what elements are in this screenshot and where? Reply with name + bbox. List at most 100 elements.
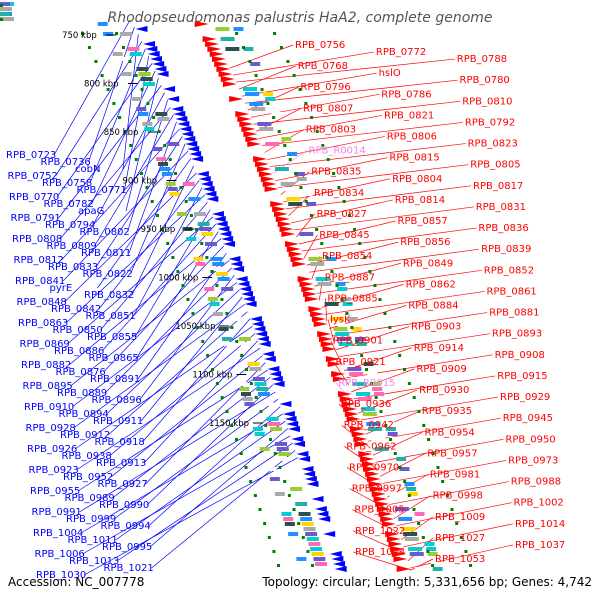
left-gene-label: RPB_0832 [84, 290, 134, 301]
reverse-gene [293, 441, 306, 447]
left-connector [142, 318, 251, 443]
cog-block [207, 297, 218, 301]
dot-marker [292, 74, 296, 77]
left-connector [65, 194, 206, 324]
right-gene-label: RPB_0821 [384, 110, 434, 121]
reverse-gene [291, 436, 304, 442]
dot-marker [407, 494, 411, 497]
cog-block [389, 492, 404, 496]
right-connector [309, 248, 480, 273]
right-gene-label: RPB_0970 [349, 462, 399, 473]
dot-marker [441, 480, 445, 483]
dot-marker [403, 368, 407, 371]
cog-block [221, 337, 232, 341]
left-gene-label: RPB_1021 [104, 563, 154, 574]
reverse-gene [251, 321, 264, 327]
right-connector [306, 241, 399, 266]
left-connector [149, 428, 289, 548]
cog-block [240, 342, 253, 346]
left-connector [109, 333, 256, 457]
dot-marker [150, 200, 154, 203]
dot-marker [431, 452, 435, 455]
reverse-gene [334, 566, 347, 572]
left-connector [91, 70, 156, 205]
right-gene-label: RPB_0903 [411, 322, 461, 333]
dot-marker [383, 312, 387, 315]
right-gene-label: RPB_0887 [325, 272, 375, 283]
forward-gene [222, 81, 237, 87]
reverse-gene [258, 341, 271, 347]
cog-block [326, 257, 337, 261]
cog-block [281, 137, 292, 141]
dot-marker [393, 340, 397, 343]
cog-block [389, 437, 400, 441]
cog-block [249, 367, 262, 371]
dot-marker [179, 186, 183, 189]
left-gene-label: RPB_0841 [15, 276, 65, 287]
dot-marker [0, 4, 3, 7]
right-gene-label: lysK [330, 315, 351, 326]
scale-label: 1150 kbp [209, 419, 249, 429]
right-gene-label: RPB_0845 [319, 230, 369, 241]
dot-marker [272, 116, 276, 119]
forward-gene [209, 51, 224, 57]
dot-marker [235, 340, 239, 343]
cog-block [186, 237, 197, 241]
right-connector [229, 44, 294, 69]
right-gene-label: RPB_0909 [416, 364, 466, 375]
forward-gene [247, 141, 262, 147]
forward-gene [304, 296, 319, 302]
reverse-gene [162, 86, 175, 92]
forward-gene [281, 231, 296, 237]
right-connector [339, 333, 490, 358]
dot-marker [174, 172, 178, 175]
cog-block [329, 317, 344, 321]
dot-marker [235, 32, 239, 35]
right-connector [238, 65, 296, 90]
left-gene-label: RPB_0994 [101, 521, 151, 532]
cog-block [121, 72, 132, 76]
reverse-gene [329, 551, 342, 557]
right-gene-label: RPB_0803 [306, 124, 356, 135]
cog-block [280, 182, 295, 186]
forward-gene [277, 221, 292, 227]
cog-block [237, 382, 248, 386]
forward-gene [363, 466, 378, 472]
left-connector [71, 282, 238, 408]
dot-marker [106, 88, 110, 91]
cog-block [209, 302, 220, 306]
left-gene-label: RPB_0822 [83, 269, 133, 280]
reverse-gene [237, 281, 250, 287]
dot-marker [422, 424, 426, 427]
right-connector [360, 396, 499, 421]
forward-gene [318, 336, 333, 342]
dot-marker [277, 564, 281, 567]
reverse-gene [156, 71, 169, 77]
forward-gene [391, 551, 406, 557]
left-gene-label: RPB_0855 [87, 332, 137, 343]
cog-block [356, 392, 371, 396]
dot-marker [201, 340, 205, 343]
right-gene-label: RPB_R0014 [309, 146, 366, 157]
left-connector [143, 340, 258, 464]
left-gene-label: cobN [75, 164, 100, 175]
cog-block [127, 47, 140, 51]
dot-marker [373, 284, 377, 287]
cog-block [144, 127, 155, 131]
dot-marker [384, 424, 388, 427]
scale-label: 900 kbp [122, 177, 157, 187]
left-gene-label: RPB_0771 [77, 185, 127, 196]
cog-block [220, 37, 235, 41]
cog-block [399, 467, 410, 471]
forward-gene [270, 201, 285, 207]
forward-gene [255, 161, 270, 167]
right-gene-label: RPB_1037 [515, 540, 565, 551]
right-connector [351, 368, 415, 393]
cog-block [0, 2, 10, 6]
forward-gene [214, 61, 229, 67]
dot-marker [200, 242, 204, 245]
dot-marker [253, 494, 257, 497]
left-gene-label: RPB_0736 [41, 157, 91, 168]
cog-block [324, 302, 339, 306]
dot-marker [431, 564, 435, 567]
